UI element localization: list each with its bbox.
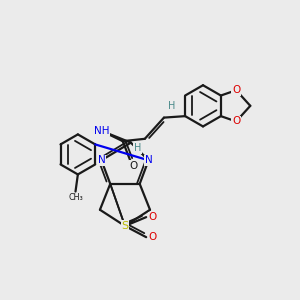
Text: N: N [98, 155, 105, 165]
Text: NH: NH [94, 126, 109, 136]
Text: H: H [134, 143, 141, 153]
Text: N: N [145, 155, 152, 165]
Text: CH₃: CH₃ [68, 194, 83, 202]
Text: H: H [168, 101, 175, 111]
Text: O: O [232, 116, 240, 126]
Text: O: O [130, 161, 138, 171]
Text: O: O [232, 85, 240, 95]
Text: O: O [148, 212, 157, 222]
Text: O: O [148, 232, 157, 242]
Text: S: S [122, 221, 128, 231]
